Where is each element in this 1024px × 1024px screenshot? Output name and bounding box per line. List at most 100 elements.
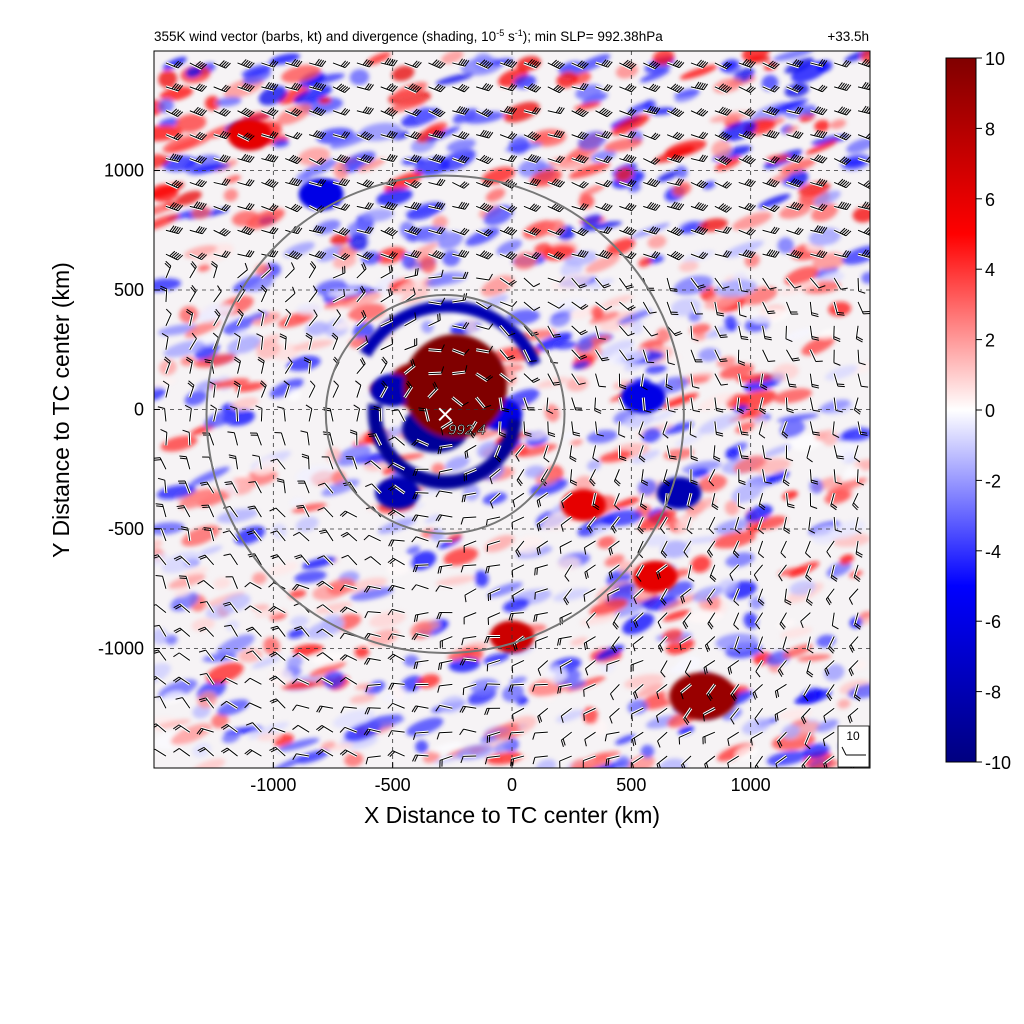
- wind-barb: [379, 288, 393, 304]
- wind-barb: [245, 626, 263, 638]
- range-ring: [324, 293, 566, 535]
- wind-barb: [291, 677, 310, 686]
- wind-barb: [345, 456, 359, 470]
- wind-barb: [690, 225, 709, 236]
- divergence-cell: [269, 53, 301, 65]
- wind-barb: [213, 60, 231, 70]
- wind-barb: [618, 397, 632, 411]
- divergence-cell: [350, 587, 394, 601]
- wind-barb: [261, 81, 279, 92]
- wind-barb: [316, 724, 334, 734]
- wind-barb: [237, 153, 255, 164]
- wind-barb: [523, 203, 542, 213]
- wind-barb: [679, 683, 692, 700]
- divergence-cell: [816, 60, 833, 73]
- wind-barb: [732, 588, 741, 606]
- wind-barb: [642, 83, 661, 93]
- divergence-cell: [627, 101, 653, 115]
- wind-barb: [340, 705, 358, 714]
- wind-barb: [630, 706, 644, 722]
- divergence-cell: [175, 113, 207, 133]
- wind-barb: [498, 348, 516, 361]
- divergence-cell: [191, 163, 230, 173]
- wind-barb: [618, 179, 637, 188]
- divergence-cell: [776, 619, 796, 629]
- wind-barb: [662, 468, 671, 487]
- wind-barb: [656, 754, 669, 768]
- wind-barb: [786, 201, 804, 212]
- divergence-cell: [323, 295, 358, 309]
- wind-barb: [729, 707, 740, 725]
- wind-barb: [236, 262, 249, 280]
- wind-barb: [714, 155, 732, 166]
- wind-barb: [594, 325, 606, 340]
- wind-barb: [165, 132, 184, 142]
- wind-barb: [641, 349, 655, 364]
- wind-barb: [363, 656, 381, 665]
- wind-barb: [353, 404, 362, 422]
- divergence-cell: [802, 743, 830, 759]
- divergence-cell: [361, 251, 381, 265]
- wind-barb: [618, 59, 637, 71]
- wind-barb: [224, 480, 239, 494]
- wind-barb: [595, 202, 613, 213]
- wind-barb: [762, 249, 780, 259]
- wind-barb: [356, 251, 375, 261]
- wind-barb: [284, 82, 303, 92]
- divergence-cell: [179, 305, 199, 324]
- divergence-cell: [474, 570, 489, 587]
- wind-barb: [331, 332, 340, 351]
- wind-barb: [656, 731, 669, 748]
- wind-barb: [706, 611, 717, 630]
- wind-barb: [523, 227, 542, 237]
- wind-barb: [404, 60, 422, 70]
- wind-barb: [618, 108, 637, 117]
- wind-barb: [296, 504, 311, 518]
- wind-barb: [613, 492, 621, 511]
- divergence-cell: [601, 294, 633, 308]
- wind-barb: [702, 706, 716, 722]
- divergence-cell: [175, 190, 202, 206]
- divergence-cell: [193, 243, 234, 264]
- wind-barb: [213, 178, 231, 187]
- wind-barb: [468, 420, 478, 439]
- wind-barb: [738, 85, 756, 94]
- wind-barb: [451, 181, 470, 190]
- wind-barb: [829, 492, 838, 511]
- x-tick-label: 1000: [731, 775, 771, 795]
- wind-barb: [738, 228, 756, 237]
- wind-barb: [706, 587, 717, 606]
- divergence-cell: [631, 449, 661, 464]
- wind-barb: [807, 516, 816, 534]
- wind-barb: [757, 421, 766, 439]
- wind-barb: [236, 308, 245, 327]
- wind-barb: [475, 202, 494, 213]
- divergence-cell: [572, 360, 590, 370]
- wind-barb: [678, 730, 692, 745]
- divergence-cell: [327, 289, 359, 297]
- wind-barb: [260, 131, 279, 140]
- wind-barb: [591, 445, 599, 463]
- wind-barb: [714, 250, 732, 259]
- divergence-cell: [552, 298, 588, 313]
- divergence-cell: [154, 278, 182, 292]
- wind-barb: [165, 60, 184, 70]
- divergence-cell: [422, 750, 440, 764]
- wind-barb: [737, 421, 749, 436]
- wind-barb: [475, 273, 493, 282]
- wind-barb: [284, 203, 303, 214]
- divergence-cell: [317, 245, 344, 262]
- y-tick-label: 0: [134, 400, 144, 420]
- wind-barb: [165, 179, 184, 190]
- wind-barb: [387, 461, 406, 471]
- wind-barb: [451, 155, 470, 165]
- wind-barb: [547, 155, 565, 165]
- wind-barb: [666, 83, 685, 94]
- wind-barb: [618, 83, 637, 94]
- wind-barb: [475, 59, 494, 70]
- divergence-cell: [431, 271, 467, 286]
- divergence-cell: [405, 206, 437, 216]
- divergence-cell: [269, 378, 304, 398]
- wind-barb: [636, 516, 645, 535]
- wind-barb: [342, 481, 359, 494]
